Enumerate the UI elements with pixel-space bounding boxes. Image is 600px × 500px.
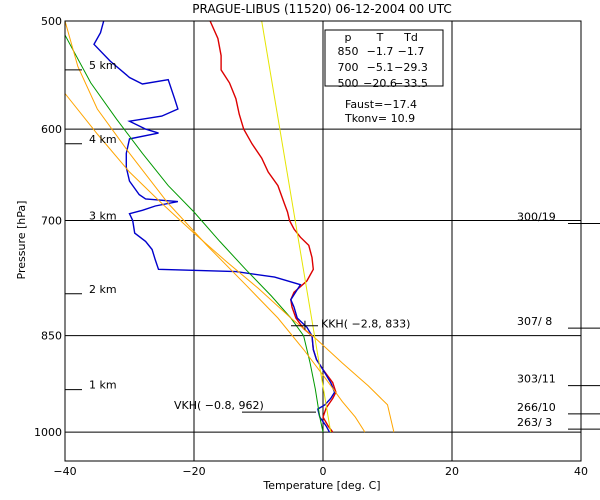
data-table: p T Td 850 −1.7 −1.7 700 −5.1 −29.3 500 −20.6−33.5: [324, 29, 444, 90]
series-adiabat-1-line: [65, 21, 366, 433]
wind-label: 303/11: [517, 373, 556, 386]
annotations: KKH( −2.8, 833) VKH( −0.8, 962): [174, 318, 410, 413]
table-cell: 500: [338, 77, 359, 90]
wind-label: 266/10: [517, 401, 556, 414]
y-tick-label: 500: [41, 15, 62, 28]
tkonv-index: Tkonv= 10.9: [344, 112, 415, 125]
series-adiabat-2-line: [65, 93, 395, 433]
data-table-box: [324, 29, 444, 87]
y-tick-label: 600: [41, 123, 62, 136]
plot-border: [64, 20, 582, 462]
table-cell: −29.3: [394, 61, 428, 74]
x-tick-label: −20: [182, 465, 205, 478]
table-cell: −20.6: [363, 77, 397, 90]
height-label: 5 km: [89, 59, 117, 72]
chart-title: PRAGUE-LIBUS (11520) 06-12-2004 00 UTC: [192, 2, 452, 16]
table-header: T: [376, 31, 384, 44]
series-td-line: [93, 21, 336, 433]
y-tick-label: 1000: [34, 426, 62, 439]
grid-lines: [64, 20, 582, 461]
x-tick-label: −40: [53, 465, 76, 478]
table-cell: −33.5: [394, 77, 428, 90]
table-cell: −5.1: [367, 61, 394, 74]
y-tick-labels: 500 600 700 850 1000: [34, 15, 62, 439]
table-cell: 850: [338, 45, 359, 58]
series-t-line: [209, 21, 337, 433]
table-cell: −1.7: [398, 45, 425, 58]
x-tick-labels: −40 −20 0 20 40: [53, 465, 588, 478]
height-labels: 1 km 2 km 3 km 4 km 5 km: [65, 59, 117, 392]
table-cell: −1.7: [367, 45, 394, 58]
plot-frame: [64, 20, 582, 462]
x-tick-label: 20: [445, 465, 459, 478]
table-header: p: [345, 31, 352, 44]
y-tick-label: 700: [41, 215, 62, 228]
wind-labels: 300/19 307/ 8 303/11 266/10 263/ 3: [517, 211, 600, 430]
x-tick-label: 0: [320, 465, 327, 478]
height-label: 1 km: [89, 379, 117, 392]
series-mixing-ratio-line: [261, 21, 332, 433]
table-cell: 700: [338, 61, 359, 74]
y-tick-label: 850: [41, 330, 62, 343]
wind-label: 263/ 3: [517, 416, 552, 429]
series-lines: [65, 21, 395, 433]
height-label: 2 km: [89, 283, 117, 296]
series-parcel-line: [65, 34, 324, 433]
height-label: 4 km: [89, 133, 117, 146]
wind-label: 307/ 8: [517, 315, 552, 328]
annotation-vkh: VKH( −0.8, 962): [174, 399, 264, 412]
table-header: Td: [403, 31, 418, 44]
y-axis-label: Pressure [hPa]: [15, 201, 28, 280]
x-tick-label: 40: [574, 465, 588, 478]
wind-label: 300/19: [517, 211, 556, 224]
faust-index: Faust=−17.4: [345, 98, 417, 111]
data-table-cells: p T Td 850 −1.7 −1.7 700 −5.1 −29.3 500 −20.6−33.5: [338, 31, 428, 90]
height-label: 3 km: [89, 210, 117, 223]
annotation-kkh: KKH( −2.8, 833): [321, 318, 410, 331]
x-axis-label: Temperature [deg. C]: [262, 479, 380, 492]
